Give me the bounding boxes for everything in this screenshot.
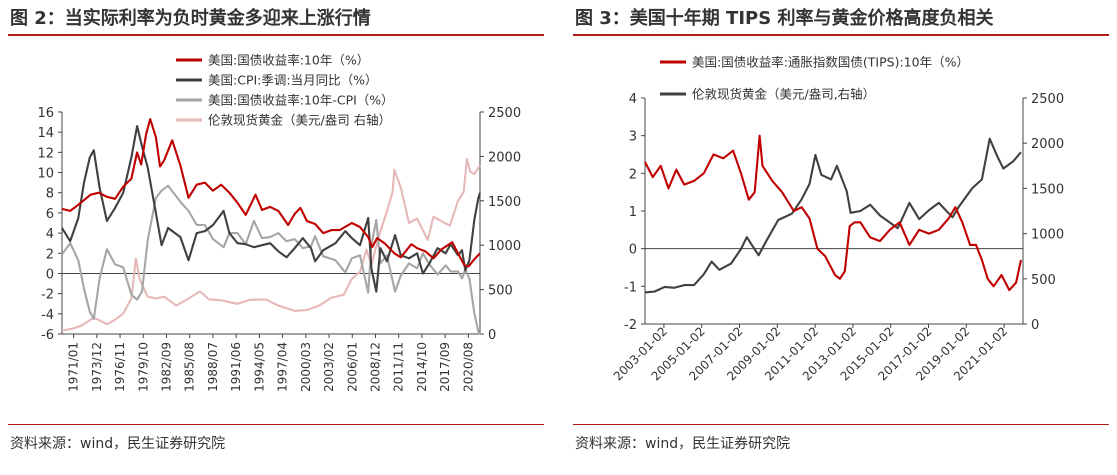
right-source-note: 资料来源：wind，民生证券研究院 (575, 436, 791, 452)
left-y-tick-label-0: -6 (41, 328, 54, 343)
left-source-note: 资料来源：wind，民生证券研究院 (10, 436, 226, 452)
x-tick-label-1: 1973/12 (90, 342, 104, 392)
left-y-tick-label-2: 0 (629, 243, 637, 258)
x-tick-label-6: 1988/07 (206, 342, 220, 392)
right-y-tick-label-5: 2500 (1031, 92, 1064, 107)
right-y-tick-label-3: 1500 (488, 195, 521, 210)
left-y-tick-label-9: 12 (37, 146, 54, 161)
right-y-tick-label-3: 1500 (1031, 182, 1064, 197)
x-tick-label-15: 2014/10 (415, 342, 429, 392)
x-tick-label-4: 1982/09 (160, 342, 174, 392)
legend-label-1: 伦敦现货黄金（美元/盎司,右轴） (692, 87, 875, 102)
x-tick-label-3: 1979/10 (136, 342, 150, 392)
left-title-rule (8, 34, 544, 36)
right-y-tick-label-0: 0 (488, 328, 496, 343)
left-y-tick-label-0: -2 (624, 318, 637, 333)
right-figure-panel: 图 3：美国十年期 TIPS 利率与黄金价格高度负相关 美国:国债收益率:通胀指… (565, 0, 1117, 475)
series-line-3 (61, 158, 481, 332)
x-tick-label-2: 1976/11 (113, 342, 127, 392)
x-tick-label-14: 2011/11 (392, 342, 406, 392)
x-tick-label-7: 1991/06 (229, 342, 243, 392)
left-chart: 美国:国债收益率:10年（%） 美国:CPI:季调:当月同比（%） 美国:国债收益率… (37, 53, 521, 392)
series-line-0 (61, 118, 481, 268)
series-line-1 (61, 125, 482, 293)
legend-label-3: 伦敦现货黄金（美元/盎司 右轴） (208, 113, 391, 128)
right-y-tick-label-4: 2000 (1031, 137, 1064, 152)
right-y-tick-label-5: 2500 (488, 106, 521, 121)
x-tick-label-12: 2006/01 (345, 342, 359, 392)
right-y-tick-label-4: 2000 (488, 150, 521, 165)
series-line-1 (644, 137, 1022, 294)
series-line-0 (644, 134, 1023, 292)
right-y-tick-label-1: 500 (1031, 273, 1056, 288)
left-y-tick-label-6: 4 (629, 92, 637, 107)
left-y-tick-label-7: 8 (46, 187, 54, 202)
left-figure-title: 图 2：当实际利率为负时黄金多迎来上涨行情 (10, 8, 371, 29)
left-y-tick-label-3: 0 (46, 267, 54, 282)
left-y-tick-label-1: -1 (624, 280, 637, 295)
right-y-tick-label-2: 1000 (1031, 228, 1064, 243)
left-y-tick-label-1: -4 (41, 308, 54, 323)
right-figure-title: 图 3：美国十年期 TIPS 利率与黄金价格高度负相关 (575, 8, 994, 29)
left-y-tick-label-2: -2 (41, 288, 54, 303)
left-y-tick-label-3: 1 (629, 205, 637, 220)
left-y-tick-label-4: 2 (629, 167, 637, 182)
x-tick-label-8: 1994/05 (252, 342, 266, 392)
x-tick-label-9: 1997/04 (276, 342, 290, 392)
x-tick-label-13: 2008/12 (369, 342, 383, 392)
left-y-tick-label-6: 6 (46, 207, 54, 222)
legend-label-0: 美国:国债收益率:10年（%） (208, 53, 369, 68)
x-tick-label-5: 1985/08 (183, 342, 197, 392)
left-y-tick-label-11: 16 (37, 106, 54, 121)
right-y-tick-label-2: 1000 (488, 239, 521, 254)
legend-label-1: 美国:CPI:季调:当月同比（%） (208, 73, 377, 88)
x-tick-label-0: 1971/01 (67, 342, 81, 392)
left-y-tick-label-5: 4 (46, 227, 54, 242)
x-tick-label-17: 2020/08 (461, 342, 475, 392)
left-y-tick-label-8: 10 (37, 167, 54, 182)
left-y-tick-label-5: 3 (629, 130, 637, 145)
left-y-tick-label-10: 14 (37, 126, 54, 141)
legend-label-0: 美国:国债收益率:通胀指数国债(TIPS):10年（%） (692, 55, 969, 70)
x-tick-label-16: 2017/09 (438, 342, 452, 392)
right-y-tick-label-0: 0 (1031, 318, 1039, 333)
right-y-tick-label-1: 500 (488, 284, 513, 299)
left-y-tick-label-4: 2 (46, 247, 54, 262)
x-tick-label-11: 2003/02 (322, 342, 336, 392)
right-chart: 美国:国债收益率:通胀指数国债(TIPS):10年（%） 伦敦现货黄金（美元/盎司… (611, 55, 1064, 384)
left-source-rule (8, 424, 544, 425)
right-source-rule (573, 424, 1109, 425)
x-tick-label-10: 2000/03 (299, 342, 313, 392)
left-figure-panel: 图 2：当实际利率为负时黄金多迎来上涨行情 美国:国债收益率:10年（%） 美国:… (0, 0, 552, 475)
legend-label-2: 美国:国债收益率:10年-CPI（%） (208, 93, 394, 108)
right-title-rule (573, 34, 1109, 36)
